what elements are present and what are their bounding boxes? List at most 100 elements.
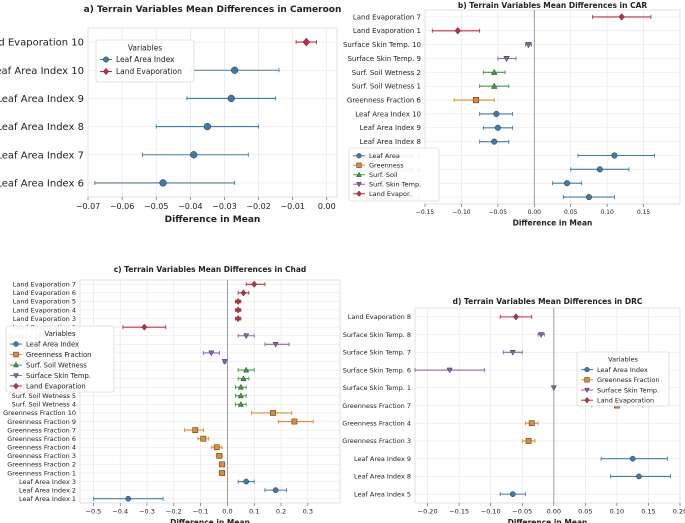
data-point [494,124,501,131]
legend-label: Surf. Skin Temp. [369,181,421,189]
y-tick-label: Surface Skin Temp. 8 [343,331,411,339]
data-point [141,323,148,331]
legend-marker [356,182,362,188]
data-point [491,68,498,75]
x-tick-label: 0.10 [600,209,614,216]
drc-chart: −0.20 −0.15 −0.10 −0.05 0.00 0.05 0.10 0.15 0.20… [342,297,685,523]
data-point [509,349,516,356]
legend-label: Surface Skin Temp. [26,372,91,380]
x-tick-label: −0.10 [452,209,471,216]
x-axis-label: Difference in Mean [508,518,588,523]
legend-marker [584,397,590,404]
legend-title: Variables [608,356,638,364]
legend-label: Surf. Soil [369,171,398,179]
data-point [240,289,247,297]
y-tick-label: Greenness Fraction 2 [7,461,76,469]
plot-area [79,279,341,504]
data-point [596,166,603,173]
data-point [190,151,198,159]
data-point [291,418,298,425]
chart-title: c) Terrain Variables Mean Differences in… [114,265,307,274]
y-tick-label: Surf. Soil Wetness 5 [12,392,76,400]
x-tick-label: 0.05 [564,209,578,216]
data-point [272,487,279,493]
x-tick-label: −0.07 [76,202,101,211]
data-point [525,42,532,49]
x-tick-label: −0.15 [416,209,435,216]
data-point [237,383,244,390]
y-tick-label: Surf. Soil Wetness 1 [352,83,421,91]
data-point [235,297,242,305]
data-point [618,13,625,21]
data-point [231,66,239,74]
legend-marker [356,190,362,197]
x-tick-label: 0.1 [249,508,259,516]
y-tick-label: Greenness Fraction 9 [7,418,76,426]
y-tick-label: Leaf Area Index 9 [360,124,421,132]
x-axis-label: Difference in Mean [170,518,250,523]
data-point [235,315,242,323]
data-point [491,82,498,89]
x-tick-label: 0.20 [673,508,685,516]
data-point [503,56,510,63]
x-tick-label: −0.05 [144,202,169,211]
x-tick-label: 0.05 [578,508,592,516]
data-point [493,110,500,117]
x-tick-label: 0.2 [276,508,286,516]
data-point [216,452,223,459]
x-tick-label: −0.2 [166,508,182,516]
data-point [302,37,311,47]
y-tick-label: Leaf Area Index 3 [19,478,76,486]
data-point [454,27,461,35]
x-tick-label: 0.15 [637,209,651,216]
data-point [538,332,545,338]
legend-marker [13,351,19,358]
legend-marker [356,153,362,159]
chart-title: a) Terrain Variables Mean Differences in… [84,5,342,15]
data-point [219,461,225,468]
legend-label: Land Evapor. [369,190,411,198]
legend-label: Land Evaporation [597,396,654,404]
legend-label: Leaf Area Index [597,366,648,374]
x-tick-label: −0.01 [280,202,305,211]
x-tick-label: −0.02 [246,202,271,211]
data-point [528,420,535,427]
legend-label: Surf. Soil Wetness [26,361,87,369]
y-tick-label: Leaf Area Index 8 [360,138,421,146]
data-point [240,375,247,381]
legend-marker [356,171,362,177]
x-tick-label: −0.15 [449,508,469,516]
chart-title: b) Terrain Variables Mean Differences in… [458,1,648,10]
y-tick-label: Land Evaporation 10 [0,38,84,49]
data-point [270,410,276,416]
y-tick-label: Surface Skin Temp. 1 [343,384,411,392]
legend-marker [584,377,590,383]
y-tick-label: Surface Skin Temp. 9 [347,55,421,63]
x-tick-label: −0.5 [86,508,102,516]
data-point [125,495,132,502]
legend-marker [13,382,19,390]
data-point [159,179,167,187]
x-tick-label: −0.05 [512,508,532,516]
legend-marker [103,56,109,63]
x-tick-label: −0.03 [212,202,237,211]
y-tick-label: Land Evaporation 5 [13,298,76,306]
data-point [227,94,235,103]
y-tick-label: Surf. Soil Wetness 4 [12,401,76,409]
legend-box [348,147,440,202]
legend-marker [13,373,19,379]
x-tick-label: −0.04 [178,202,203,211]
x-tick-label: −0.05 [489,209,508,216]
y-tick-label: Leaf Area Index 6 [0,178,84,189]
legend-marker [584,387,590,394]
x-tick-label: 0.3 [303,508,313,516]
legend-label: Greenness [369,162,404,170]
data-point [472,97,480,104]
y-tick-label: Leaf Area Index 9 [0,94,84,105]
y-tick-label: Greenness Fraction 4 [342,420,411,428]
data-point [525,438,532,444]
y-tick-label: Leaf Area Index 2 [19,486,76,494]
legend-label: Greenness Fraction [26,351,91,359]
x-tick-label: 0.00 [318,202,336,211]
y-tick-label: Surf. Soil Wetness 2 [352,69,421,77]
